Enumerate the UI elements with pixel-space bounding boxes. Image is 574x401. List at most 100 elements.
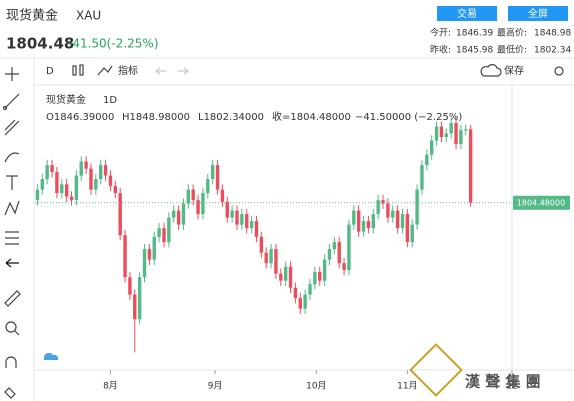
legend-value: −41.50000 (−2.25%) xyxy=(355,112,462,123)
code: XAU xyxy=(76,9,101,23)
trade-label[interactable]: 交易 xyxy=(457,7,477,20)
symbol: 现货黄金 xyxy=(6,8,58,24)
candle-body xyxy=(84,161,88,169)
candle-body xyxy=(352,210,356,225)
candle-body xyxy=(356,210,361,232)
candle-body xyxy=(225,201,229,218)
candle-body xyxy=(79,161,83,176)
watermark: 漢 聲 集 團 xyxy=(465,373,541,391)
candle-body xyxy=(142,249,147,278)
settings-icon[interactable] xyxy=(554,66,564,76)
left-toolbar[interactable] xyxy=(2,67,21,399)
candle-body xyxy=(201,193,205,215)
candle-body xyxy=(60,184,64,194)
candle-body xyxy=(415,189,419,225)
candle-body xyxy=(167,217,171,243)
candle-body xyxy=(245,214,249,229)
candle-body xyxy=(235,210,239,225)
candle-body xyxy=(99,165,103,180)
stat-label: 最高价: xyxy=(497,27,527,39)
save-button[interactable]: 保存 xyxy=(504,64,524,77)
candle-body xyxy=(269,249,273,264)
candle-body xyxy=(210,165,215,180)
candle-body xyxy=(254,221,259,237)
price: 1804.48 xyxy=(6,35,74,53)
stat-label: 今开: xyxy=(430,27,451,39)
candle-body xyxy=(283,266,288,281)
candle-body xyxy=(35,189,40,201)
x-tick-label: 8月 xyxy=(103,381,118,392)
candle-body xyxy=(361,221,366,232)
candle-body xyxy=(137,277,142,320)
candle-body xyxy=(395,210,400,229)
candle-body xyxy=(293,287,298,299)
candle-body xyxy=(449,123,453,134)
legend-interval: 1D xyxy=(103,95,117,106)
stat-label: 最低价: xyxy=(497,44,527,56)
trade-button[interactable] xyxy=(437,6,497,21)
candle-body xyxy=(376,200,380,215)
candle-body xyxy=(464,129,468,131)
candle-body xyxy=(152,236,156,260)
fullscreen-button[interactable] xyxy=(508,6,568,21)
candle-body xyxy=(215,165,220,190)
candle-body xyxy=(327,249,332,260)
candle-body xyxy=(249,221,254,229)
candle-body xyxy=(147,249,152,260)
watermark-logo xyxy=(409,343,463,397)
candle-body xyxy=(89,168,93,190)
candle-body xyxy=(410,224,414,243)
candle-body xyxy=(468,129,473,203)
candle-body xyxy=(342,263,346,271)
candle-body xyxy=(459,130,463,145)
stat-value: 1846.39 xyxy=(456,29,493,39)
interval-button[interactable]: D xyxy=(46,66,54,77)
candle-body xyxy=(196,200,200,215)
undo-redo[interactable] xyxy=(155,67,189,75)
cloud-icon[interactable] xyxy=(480,64,502,77)
candle-body xyxy=(220,189,225,202)
candle-body xyxy=(444,133,448,138)
candle-body xyxy=(103,165,108,176)
candle-body xyxy=(391,210,395,218)
candle-body xyxy=(381,200,385,204)
legend-value: L1802.34000 xyxy=(198,112,264,123)
candle-body xyxy=(108,175,113,187)
candle-body xyxy=(113,186,118,194)
chart-type-button[interactable] xyxy=(72,64,84,76)
candle-body xyxy=(434,126,439,141)
candle-body xyxy=(40,179,45,190)
candle-body xyxy=(45,165,49,180)
last-price-box xyxy=(513,195,570,210)
stat-value: 1845.98 xyxy=(456,46,493,56)
fullscreen-label[interactable]: 全屏 xyxy=(528,7,548,20)
candle-body xyxy=(123,235,127,278)
legend-value: 收=1804.48000 xyxy=(272,110,351,123)
x-tick-label: 9月 xyxy=(208,381,223,392)
candle-body xyxy=(186,189,191,204)
candle-body xyxy=(69,196,74,201)
candle-body xyxy=(298,298,302,309)
x-tick-label: 11月 xyxy=(397,381,417,392)
candle-body xyxy=(118,193,122,236)
indicator-icon[interactable] xyxy=(97,65,113,76)
candle-body xyxy=(371,214,375,229)
candle-body xyxy=(274,249,278,274)
candle-body xyxy=(347,224,351,271)
last-price-label: 1804.48000 xyxy=(517,198,565,207)
candle-body xyxy=(425,154,429,166)
candle-body xyxy=(386,203,390,218)
candle-body xyxy=(176,210,181,225)
candle-body xyxy=(332,242,337,250)
candle-body xyxy=(172,210,176,218)
candle-body xyxy=(366,221,371,229)
stat-label: 昨收: xyxy=(430,44,451,56)
candle-body xyxy=(74,175,79,201)
x-tick-label: 10月 xyxy=(306,381,326,392)
candle-body xyxy=(157,228,161,237)
indicators-button[interactable]: 指标 xyxy=(118,64,138,77)
candle-body xyxy=(303,294,307,309)
x-tick-label: 12 xyxy=(506,382,517,392)
candle-body xyxy=(259,236,264,253)
candle-body xyxy=(50,165,54,173)
